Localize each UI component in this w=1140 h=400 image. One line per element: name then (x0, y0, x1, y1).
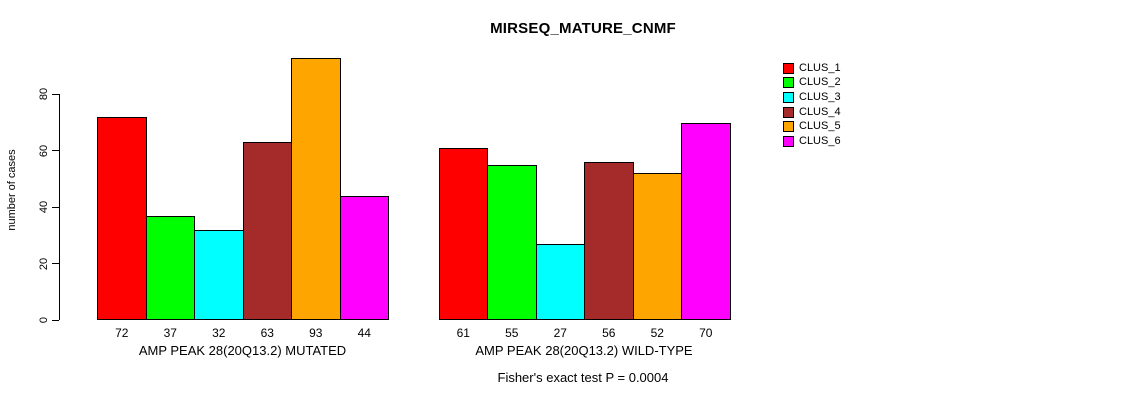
y-tick-label-20: 20 (38, 257, 50, 270)
bar-clus_1-wild-type (438, 147, 488, 320)
legend-label-clus_2: CLUS_2 (799, 76, 841, 89)
bar-value-clus_5-mutated: 93 (309, 326, 323, 340)
bar-value-clus_1-mutated: 72 (115, 326, 129, 340)
bar-clus_6-wild-type (681, 122, 731, 320)
legend: CLUS_1 CLUS_2 CLUS_3 CLUS_4 CLUS_5 CLUS_6 (783, 61, 841, 149)
chart-title: MIRSEQ_MATURE_CNMF (490, 20, 676, 37)
bar-value-clus_3-mutated: 32 (212, 326, 226, 340)
bar-value-clus_5-wild-type: 52 (650, 326, 664, 340)
y-tick-mark-0 (52, 319, 59, 321)
bar-value-clus_4-wild-type: 56 (602, 326, 616, 340)
y-tick-mark-80 (52, 93, 59, 95)
legend-swatch-clus_3 (783, 91, 794, 103)
group-label-mutated: AMP PEAK 28(20Q13.2) MUTATED (138, 343, 347, 358)
y-axis-label: number of cases (6, 149, 18, 231)
y-axis-line (59, 94, 60, 320)
bar-value-clus_4-mutated: 63 (260, 326, 274, 340)
bar-clus_3-wild-type (535, 243, 585, 320)
y-tick-mark-60 (52, 150, 59, 152)
legend-swatch-clus_6 (783, 135, 794, 147)
bar-value-clus_3-wild-type: 27 (553, 326, 567, 340)
legend-row-clus_4: CLUS_4 (783, 105, 841, 120)
legend-swatch-clus_2 (783, 77, 794, 89)
bar-clus_2-wild-type (487, 164, 537, 320)
legend-label-clus_1: CLUS_1 (799, 61, 841, 74)
y-tick-mark-40 (52, 206, 59, 208)
legend-swatch-clus_5 (783, 121, 794, 133)
legend-swatch-clus_1 (783, 62, 794, 74)
legend-label-clus_4: CLUS_4 (799, 105, 841, 118)
bar-value-clus_2-mutated: 37 (163, 326, 177, 340)
bar-value-clus_2-wild-type: 55 (505, 326, 519, 340)
bar-clus_5-mutated (291, 57, 341, 320)
bar-clus_4-wild-type (584, 162, 634, 320)
legend-row-clus_1: CLUS_1 (783, 61, 841, 76)
legend-label-clus_3: CLUS_3 (799, 90, 841, 103)
bar-value-clus_6-mutated: 44 (357, 326, 371, 340)
bar-clus_5-wild-type (632, 173, 682, 320)
legend-swatch-clus_4 (783, 106, 794, 118)
group-label-wild-type: AMP PEAK 28(20Q13.2) WILD-TYPE (475, 343, 693, 358)
bar-clus_2-mutated (145, 215, 195, 320)
bar-value-clus_6-wild-type: 70 (699, 326, 713, 340)
legend-row-clus_2: CLUS_2 (783, 76, 841, 91)
bar-clus_1-mutated (97, 116, 147, 320)
y-tick-label-40: 40 (38, 201, 50, 214)
y-tick-label-80: 80 (38, 88, 50, 101)
y-tick-label-0: 0 (38, 316, 50, 324)
bar-clus_4-mutated (242, 142, 292, 320)
bar-clus_3-mutated (194, 229, 244, 320)
y-tick-mark-20 (52, 263, 59, 265)
y-tick-label-60: 60 (38, 144, 50, 157)
legend-row-clus_3: CLUS_3 (783, 90, 841, 105)
legend-row-clus_6: CLUS_6 (783, 134, 841, 149)
legend-label-clus_5: CLUS_5 (799, 120, 841, 133)
bar-clus_6-mutated (339, 195, 389, 320)
legend-label-clus_6: CLUS_6 (799, 134, 841, 147)
bar-value-clus_1-wild-type: 61 (456, 326, 470, 340)
legend-row-clus_5: CLUS_5 (783, 119, 841, 134)
fisher-test-note: Fisher's exact test P = 0.0004 (497, 370, 669, 385)
